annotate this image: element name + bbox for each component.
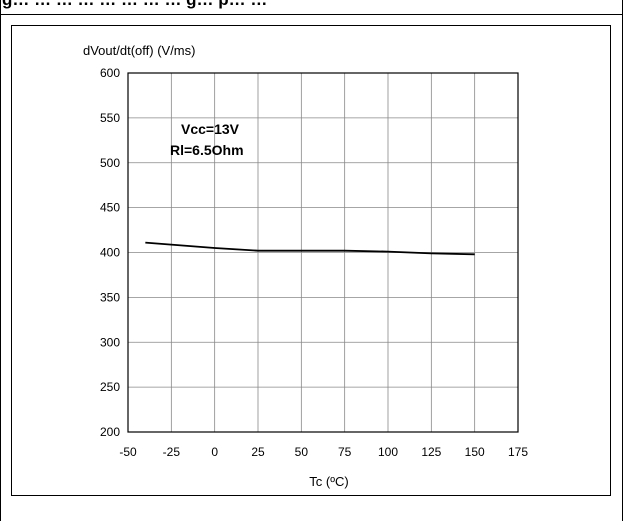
y-tick-label: 500 (100, 156, 120, 170)
x-tick-label: -50 (119, 445, 137, 459)
y-tick-label: 200 (100, 425, 120, 439)
plot-area-border (127, 72, 519, 433)
x-tick-label: -25 (163, 445, 181, 459)
y-tick-label: 400 (100, 246, 120, 260)
y-tick-label: 600 (100, 66, 120, 80)
x-tick-label: 175 (508, 445, 528, 459)
x-tick-label: 125 (421, 445, 441, 459)
series-line-0 (145, 241, 475, 256)
x-tick-label: 50 (295, 445, 309, 459)
x-tick-label: 25 (251, 445, 265, 459)
x-tick-label: 150 (465, 445, 485, 459)
y-tick-label: 300 (100, 335, 120, 349)
x-axis-label: Tc (ºC) (309, 474, 348, 489)
y-tick-label: 350 (100, 290, 120, 304)
grid-lines (128, 73, 518, 432)
y-tick-label: 250 (100, 380, 120, 394)
y-tick-label: 550 (100, 111, 120, 125)
figure-heading-strip: g… … … … … … … … g… p… … (0, 0, 623, 14)
y-axis-ticks: 200 250 300 350 400 450 500 550 600 (100, 66, 120, 439)
y-tick-label: 450 (100, 201, 120, 215)
annotation-vcc: Vcc=13V (181, 121, 240, 137)
x-tick-label: 0 (211, 445, 218, 459)
chart-panel-border (11, 25, 611, 496)
x-tick-label: 100 (378, 445, 398, 459)
y-axis-label: dVout/dt(off) (V/ms) (83, 43, 195, 58)
series-layer (145, 241, 475, 256)
figure-heading: g… … … … … … … … g… p… … (2, 0, 267, 10)
x-axis-ticks: -50 -25 0 25 50 75 100 125 150 175 (119, 445, 528, 459)
x-tick-label: 75 (338, 445, 352, 459)
annotation-rl: Rl=6.5Ohm (170, 142, 244, 158)
